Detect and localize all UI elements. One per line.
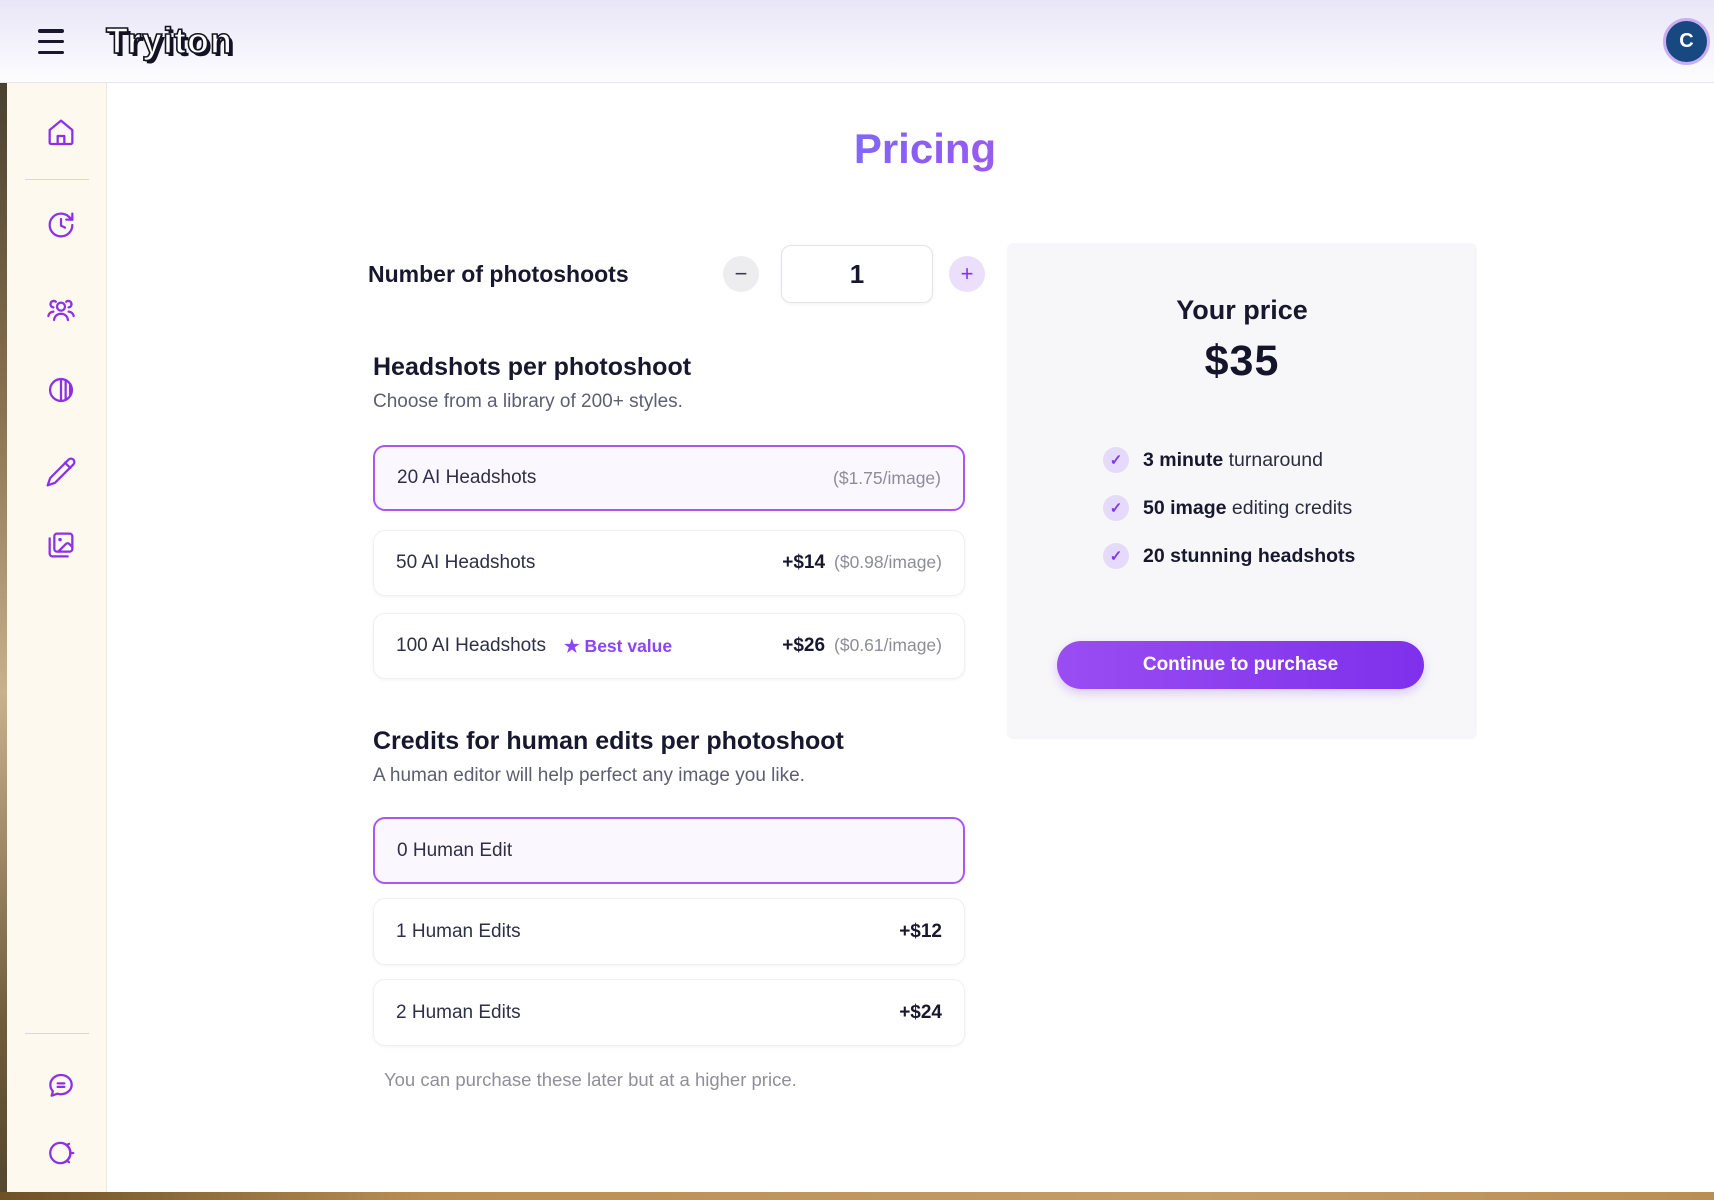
credits-coin-icon[interactable] [45, 1137, 77, 1169]
edits-heading: Credits for human edits per photoshoot [373, 727, 844, 755]
option-label: 2 Human Edits [396, 1001, 521, 1023]
edit-option-1[interactable]: 1 Human Edits +$12 [373, 898, 965, 965]
feature-list: ✓ 3 minute turnaround ✓ 50 image editing… [1103, 447, 1355, 569]
continue-to-purchase-button[interactable]: Continue to purchase [1057, 641, 1424, 689]
option-per-image: ($1.75/image) [833, 467, 941, 488]
option-per-image: ($0.98/image) [834, 552, 942, 572]
chat-icon[interactable] [45, 1069, 77, 1101]
main-content: Pricing Number of photoshoots − + Headsh… [108, 83, 1714, 1192]
check-icon: ✓ [1103, 543, 1129, 569]
option-extra-price: +$24 [899, 1001, 942, 1023]
check-icon: ✓ [1103, 447, 1129, 473]
headshot-option-100[interactable]: 100 AI Headshots ★ Best value +$26 ($0.6… [373, 613, 965, 679]
purchase-later-note: You can purchase these later but at a hi… [384, 1069, 797, 1090]
photoshoot-count-input[interactable] [781, 245, 933, 303]
app-logo[interactable]: Tryiton [105, 19, 234, 62]
price-summary-card: Your price $35 ✓ 3 minute turnaround ✓ 5… [1007, 243, 1477, 739]
option-label: 1 Human Edits [396, 920, 521, 942]
feature-rest: turnaround [1223, 448, 1323, 471]
edits-subheading: A human editor will help perfect any ima… [373, 765, 805, 786]
contrast-icon[interactable] [45, 374, 77, 406]
increase-photoshoots-button[interactable]: + [949, 256, 985, 292]
option-label: 100 AI Headshots [396, 635, 546, 656]
your-price-label: Your price [1176, 295, 1308, 325]
photoshoot-count-label: Number of photoshoots [368, 260, 629, 287]
total-price: $35 [1204, 337, 1280, 385]
best-value-badge: ★ Best value [564, 635, 673, 656]
edit-pencil-icon[interactable] [45, 456, 77, 488]
feature-item: ✓ 50 image editing credits [1103, 495, 1355, 521]
headshot-option-20[interactable]: 20 AI Headshots ($1.75/image) [373, 445, 965, 511]
images-icon[interactable] [45, 529, 77, 561]
sidebar [7, 83, 107, 1192]
option-label: 0 Human Edit [397, 839, 513, 861]
option-label: 50 AI Headshots [396, 552, 536, 573]
page-title: Pricing [373, 125, 1477, 173]
sidebar-divider [25, 1033, 89, 1034]
photoshoot-count-row: Number of photoshoots − + [368, 243, 985, 305]
option-extra-price: +$12 [899, 920, 942, 942]
decrease-photoshoots-button[interactable]: − [723, 256, 759, 292]
option-label: 20 AI Headshots [397, 467, 537, 488]
option-extra-price: +$26 [782, 635, 826, 656]
feature-bold: 3 minute [1143, 448, 1224, 471]
top-bar: Tryiton C [0, 0, 1714, 83]
sidebar-divider [25, 179, 89, 180]
edit-option-0[interactable]: 0 Human Edit [373, 817, 965, 884]
feature-item: ✓ 3 minute turnaround [1103, 447, 1355, 473]
hamburger-menu-icon[interactable] [38, 29, 66, 54]
user-avatar[interactable]: C [1663, 18, 1710, 65]
headshots-heading: Headshots per photoshoot [373, 353, 692, 381]
screen-edge-left [0, 83, 7, 1192]
users-icon[interactable] [45, 294, 77, 326]
feature-item: ✓ 20 stunning headshots [1103, 543, 1355, 569]
feature-bold: 50 image [1143, 496, 1227, 519]
history-icon[interactable] [45, 209, 77, 241]
feature-rest: editing credits [1226, 496, 1353, 519]
feature-bold: 20 stunning headshots [1143, 544, 1356, 567]
screen-edge-bottom [0, 1192, 1714, 1200]
option-extra-price: +$14 [782, 552, 826, 573]
headshots-subheading: Choose from a library of 200+ styles. [373, 391, 683, 412]
headshot-option-50[interactable]: 50 AI Headshots +$14 ($0.98/image) [373, 530, 965, 596]
home-icon[interactable] [45, 116, 77, 148]
edit-option-2[interactable]: 2 Human Edits +$24 [373, 979, 965, 1046]
check-icon: ✓ [1103, 495, 1129, 521]
option-per-image: ($0.61/image) [834, 635, 942, 655]
